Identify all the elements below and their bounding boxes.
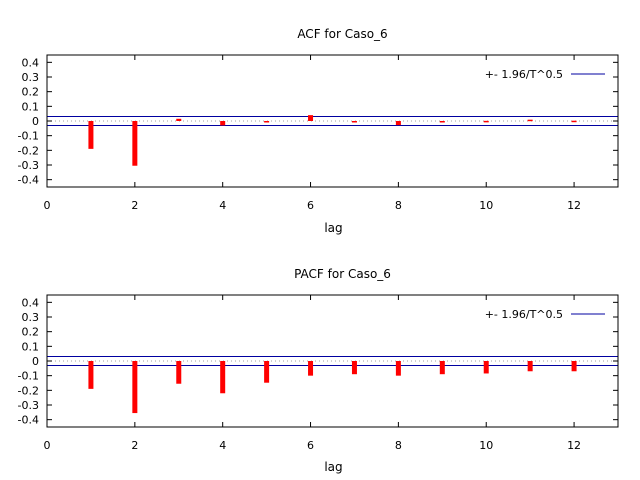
acf-xtick-label: 12 (567, 199, 581, 212)
pacf-bar-lag-9 (439, 361, 445, 375)
pacf-ytick-label: -0.1 (18, 370, 39, 383)
acf-xtick-label: 4 (219, 199, 226, 212)
acf-bar-lag-4 (220, 121, 226, 126)
pacf-xlabel: lag (324, 460, 342, 474)
acf-xtick-label: 2 (131, 199, 138, 212)
pacf-bar-lag-10 (483, 361, 489, 374)
pacf-xtick-label: 0 (44, 439, 51, 452)
acf-bar-lag-10 (483, 120, 489, 123)
pacf-ytick-label: 0.1 (22, 340, 40, 353)
acf-bar-lag-12 (571, 120, 577, 123)
acf-ytick-label: 0.2 (22, 86, 40, 99)
acf-ytick-label: 0.3 (22, 71, 40, 84)
pacf-xtick-label: 2 (131, 439, 138, 452)
acf-bar-lag-2 (132, 121, 138, 166)
pacf-panel: PACF for Caso_6 -0.4 -0.3 -0.2-0.1 0 0.10.2 0.… (18, 267, 619, 474)
pacf-ytick-label: -0.2 (18, 384, 39, 397)
pacf-legend-label: +- 1.96/T^0.5 (485, 308, 563, 321)
acf-bar-lag-8 (395, 121, 401, 126)
pacf-xtick-label: 8 (395, 439, 402, 452)
pacf-ytick-label: 0.2 (22, 326, 40, 339)
acf-xtick-label: 0 (44, 199, 51, 212)
pacf-bar-lag-3 (176, 361, 182, 384)
pacf-title: PACF for Caso_6 (294, 267, 391, 281)
pacf-xtick-label: 6 (307, 439, 314, 452)
acf-title: ACF for Caso_6 (297, 27, 387, 41)
pacf-bar-lag-12 (571, 361, 577, 372)
acf-xtick-label: 6 (307, 199, 314, 212)
pacf-xtick-label: 10 (479, 439, 493, 452)
pacf-bar-lag-1 (88, 361, 94, 389)
pacf-ytick-label: 0.4 (22, 296, 40, 309)
acf-xtick-label: 10 (479, 199, 493, 212)
acf-bar-lag-6 (308, 115, 314, 121)
acf-bar-lag-9 (439, 121, 445, 123)
pacf-ytick-label: 0 (32, 355, 39, 368)
pacf-bar-lag-7 (351, 361, 357, 375)
acf-ytick-label: -0.2 (18, 144, 39, 157)
acf-ytick-label: 0.4 (22, 56, 40, 69)
pacf-bar-lag-2 (132, 361, 138, 414)
pacf-bar-lag-5 (264, 361, 270, 383)
pacf-bar-lag-11 (527, 361, 533, 372)
acf-xtick-label: 8 (395, 199, 402, 212)
acf-ytick-label: -0.1 (18, 130, 39, 143)
pacf-ytick-label: -0.4 (18, 414, 39, 427)
pacf-bar-lag-6 (308, 361, 314, 376)
acf-bar-lag-1 (88, 121, 94, 149)
pacf-xtick-label: 4 (219, 439, 226, 452)
acf-bar-lag-5 (264, 121, 270, 123)
acf-bar-lag-3 (176, 118, 182, 121)
acf-ytick-label: -0.3 (18, 159, 39, 172)
acf-panel: ACF for Caso_6 -0.4 -0.3 -0.2-0.1 0 0.10.2 0.3… (18, 27, 619, 235)
acf-legend-label: +- 1.96/T^0.5 (485, 68, 563, 81)
pacf-ytick-label: 0.3 (22, 311, 40, 324)
pacf-bar-lag-4 (220, 361, 226, 394)
acf-bar-lag-11 (527, 119, 533, 122)
acf-ytick-label: -0.4 (18, 174, 39, 187)
acf-xlabel: lag (324, 221, 342, 235)
acf-ytick-label: 0.1 (22, 100, 40, 113)
pacf-ytick-label: -0.3 (18, 399, 39, 412)
acf-bar-lag-7 (351, 121, 357, 123)
pacf-bar-lag-8 (395, 361, 401, 376)
pacf-xtick-label: 12 (567, 439, 581, 452)
acf-ytick-label: 0 (32, 115, 39, 128)
